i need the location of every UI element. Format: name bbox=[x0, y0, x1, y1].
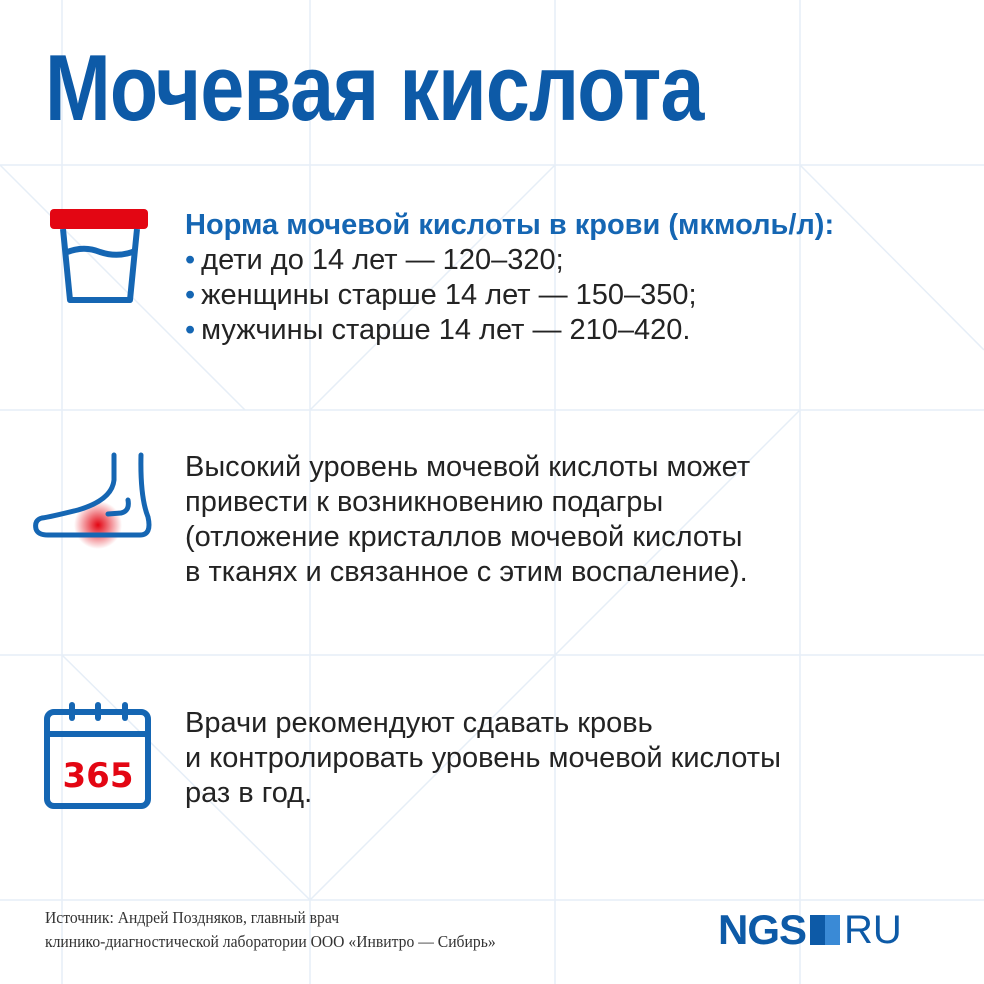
bullet-icon: • bbox=[185, 244, 196, 276]
page-title: Мочевая кислота bbox=[45, 35, 704, 140]
gout-section: Высокий уровень мочевой кислоты может пр… bbox=[185, 450, 750, 590]
text-line: раз в год. bbox=[185, 777, 313, 809]
source-line: клинико-диагностической лаборатории ООО … bbox=[45, 932, 496, 951]
logo-text: RU bbox=[844, 907, 902, 952]
calendar-number: 365 bbox=[63, 756, 134, 796]
calendar-icon: 365 bbox=[44, 702, 151, 809]
recommendation-section: Врачи рекомендуют сдавать кровь и контро… bbox=[185, 706, 781, 811]
source-line: Источник: Андрей Поздняков, главный врач bbox=[45, 908, 340, 927]
bullet-icon: • bbox=[185, 314, 196, 346]
text-line: (отложение кристаллов мочевой кислоты bbox=[185, 521, 743, 553]
urine-container-icon bbox=[50, 209, 148, 303]
logo-text: NGS bbox=[718, 906, 807, 953]
bullet-icon: • bbox=[185, 279, 196, 311]
foot-icon bbox=[33, 452, 152, 549]
norms-section: Норма мочевой кислоты в крови (мкмоль/л)… bbox=[185, 208, 834, 348]
text-line: Высокий уровень мочевой кислоты может bbox=[185, 451, 751, 483]
text-line: Врачи рекомендуют сдавать кровь bbox=[185, 707, 653, 739]
ngs-logo: NGS RU bbox=[718, 906, 902, 954]
text-line: привести к возникновению подагры bbox=[185, 486, 664, 518]
text-line: и контролировать уровень мочевой кислоты bbox=[185, 742, 781, 774]
source-credit: Источник: Андрей Поздняков, главный врач… bbox=[45, 906, 496, 954]
text-line: в тканях и связанное с этим воспаление). bbox=[185, 556, 748, 588]
norms-heading: Норма мочевой кислоты в крови (мкмоль/л)… bbox=[185, 209, 835, 241]
list-item: • мужчины старше 14 лет — 210–420. bbox=[185, 314, 691, 346]
logo-square-icon bbox=[810, 915, 841, 945]
list-item: • дети до 14 лет — 120–320; bbox=[185, 244, 564, 276]
list-item: • женщины старше 14 лет — 150–350; bbox=[185, 279, 697, 311]
